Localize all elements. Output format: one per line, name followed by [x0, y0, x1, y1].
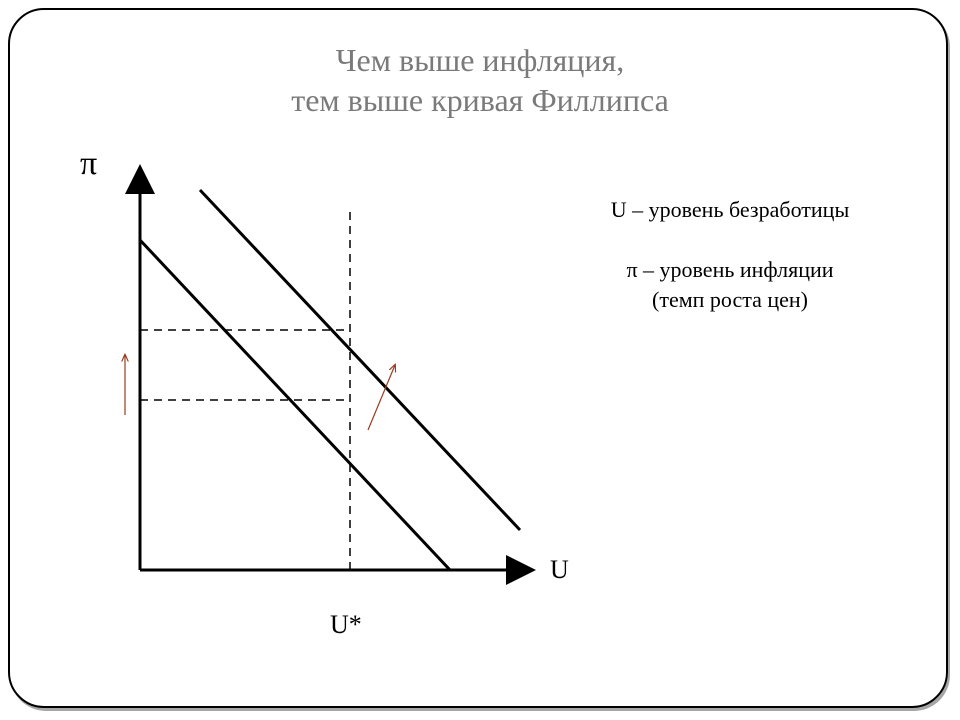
phillips-chart [70, 150, 590, 630]
x-axis-label: U [550, 555, 569, 585]
legend-pi-line1: π – уровень инфляции [540, 255, 920, 285]
title-line-2: тем выше кривая Филлипса [0, 80, 960, 120]
u-star-label: U* [330, 610, 362, 640]
legend-u: U – уровень безработицы [540, 195, 920, 225]
title-line-1: Чем выше инфляция, [0, 40, 960, 80]
legend-pi-line2: (темп роста цен) [540, 285, 920, 315]
phillips-upper [200, 190, 520, 530]
